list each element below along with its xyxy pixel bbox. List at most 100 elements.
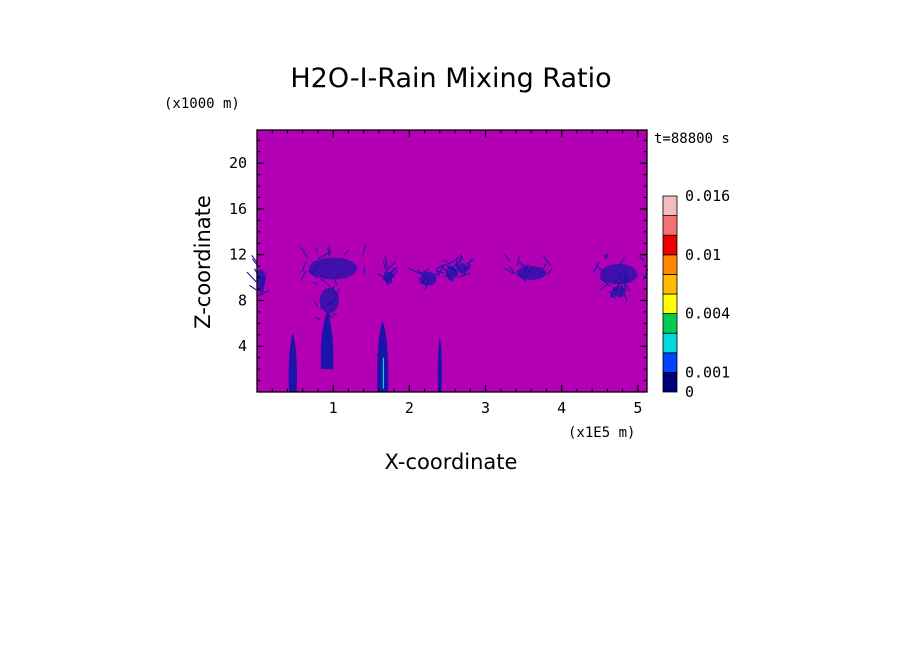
colorbar-segment <box>662 313 678 334</box>
plot-field <box>257 130 647 392</box>
colorbar: 0 0.001 0.004 0.01 0.016 <box>662 187 730 401</box>
field-streak <box>327 247 330 257</box>
x-tick-label: 3 <box>481 399 490 417</box>
colorbar-segment <box>662 254 678 275</box>
field-blob <box>612 285 626 297</box>
x-tick-label: 5 <box>633 399 642 417</box>
field-blob <box>458 262 467 274</box>
field-streak <box>388 260 397 270</box>
colorbar-segment <box>662 273 678 295</box>
field-streak <box>383 269 389 276</box>
field-streak <box>503 253 511 263</box>
colorbar-tick-label: 0.016 <box>685 187 730 205</box>
field-streak <box>627 285 631 292</box>
colorbar-segment <box>662 215 678 236</box>
field-streak <box>317 252 330 260</box>
x-tick-label: 2 <box>405 399 414 417</box>
field-streak <box>435 269 444 274</box>
field-streak <box>603 254 609 258</box>
field-blob <box>420 271 437 286</box>
y-scale-label: (x1000 m) <box>164 96 240 112</box>
colorbar-tick-label: 0 <box>685 383 694 401</box>
field-streak <box>456 266 459 272</box>
field-blob <box>445 266 457 280</box>
x-tick-label: 1 <box>329 399 338 417</box>
field-streak <box>343 250 350 256</box>
field-streak <box>504 267 515 275</box>
field-streak <box>436 264 445 269</box>
field-streak <box>256 290 270 297</box>
field-streak <box>546 268 553 276</box>
field-streak <box>301 261 307 272</box>
field-streak <box>598 283 609 292</box>
colorbar-segment <box>662 234 678 256</box>
field-streak <box>361 244 367 256</box>
rain-shaft <box>437 337 442 392</box>
field-streak <box>508 266 515 274</box>
field-streak <box>333 278 338 287</box>
field-streak <box>315 247 318 252</box>
field-streak <box>638 255 645 262</box>
plot-frame <box>256 129 648 393</box>
y-tick-label: 12 <box>229 246 247 264</box>
field-streak <box>443 259 451 266</box>
rain-shaft <box>288 332 297 392</box>
field-streak <box>246 271 257 283</box>
colorbar-tick-label: 0.01 <box>685 246 721 264</box>
colorbar-segment <box>662 371 678 393</box>
field-streak <box>384 256 389 270</box>
field-streak <box>623 293 628 301</box>
field-streak <box>251 254 258 263</box>
x-scale-label: (x1E5 m) <box>568 425 635 441</box>
field-streak <box>593 261 600 273</box>
field-streak <box>313 300 318 307</box>
x-axis-title: X-coordinate <box>385 450 518 474</box>
field-streak <box>424 285 428 290</box>
field-streak <box>624 276 628 287</box>
field-blob <box>383 272 393 284</box>
x-axis: 1 2 3 4 5 <box>271 130 642 417</box>
field-streak <box>315 317 321 321</box>
field-streak <box>449 256 460 264</box>
field-streak <box>455 258 458 268</box>
y-tick-label: 4 <box>238 337 247 355</box>
field-streak <box>320 278 331 288</box>
field-streak <box>454 269 459 276</box>
field-streak <box>466 258 473 266</box>
field-streak <box>458 272 471 279</box>
field-streak <box>616 273 626 283</box>
y-tick-label: 16 <box>229 200 247 218</box>
colorbar-segment <box>662 352 678 373</box>
field-streak <box>248 284 257 291</box>
field-streak <box>382 260 387 271</box>
field-streak <box>542 263 547 269</box>
y-tick-label: 20 <box>229 154 247 172</box>
field-blob <box>600 263 638 285</box>
colorbar-segment <box>662 195 678 217</box>
field-streak <box>377 273 385 278</box>
colorbar-tick-label: 0.001 <box>685 363 730 381</box>
field-blob <box>516 266 547 280</box>
precipitation-features <box>246 244 649 392</box>
field-streak <box>391 272 395 278</box>
field-streak <box>300 270 307 282</box>
field-streak <box>419 268 430 275</box>
field-streak <box>599 277 611 287</box>
x-tick-label: 4 <box>557 399 566 417</box>
field-streak <box>331 312 338 316</box>
field-streak <box>313 281 319 286</box>
colorbar-tick-label: 0.004 <box>685 305 730 323</box>
field-streak <box>460 255 464 261</box>
field-streak <box>610 292 613 298</box>
field-streak <box>307 270 318 279</box>
y-axis: 4 8 12 16 20 <box>229 139 647 382</box>
field-streak <box>300 246 308 258</box>
field-streak <box>542 255 552 267</box>
colorbar-segment <box>662 293 678 315</box>
colorbar-segment <box>662 332 678 354</box>
chart-title: H2O-I-Rain Mixing Ratio <box>290 63 611 94</box>
rain-shaft <box>320 311 334 370</box>
field-blob <box>309 257 358 280</box>
y-axis-title: Z-coordinate <box>191 195 215 329</box>
